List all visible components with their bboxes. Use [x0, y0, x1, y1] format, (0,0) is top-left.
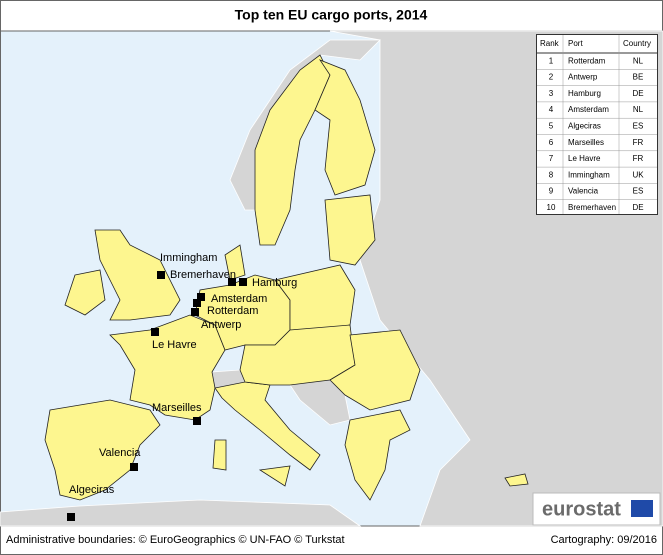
port-marker: [191, 308, 199, 316]
table-country: BE: [633, 73, 644, 82]
eu-country: [314, 59, 376, 196]
table-box: [536, 34, 658, 215]
logo-box: eurostat: [532, 492, 661, 526]
table-rank: 9: [549, 187, 554, 196]
table-header: Country: [623, 39, 651, 48]
port-marker: [197, 293, 205, 301]
table-rank: 10: [547, 203, 556, 212]
table-rank: 1: [549, 56, 554, 65]
port-marker: [193, 417, 201, 425]
table-port: Immingham: [568, 170, 610, 179]
table-header: Rank: [540, 39, 560, 48]
eu-country: [344, 409, 411, 501]
table-rank: 2: [549, 73, 554, 82]
port-label: Le Havre: [152, 339, 197, 351]
port-label: Immingham: [160, 252, 217, 264]
eu-country: [44, 399, 161, 501]
table-country: ES: [633, 121, 644, 130]
table-port: Marseilles: [568, 138, 604, 147]
table-port: Le Havre: [568, 154, 601, 163]
table-port: Antwerp: [568, 73, 598, 82]
land: [0, 30, 663, 527]
table-country: ES: [633, 187, 644, 196]
port-marker: [193, 299, 201, 307]
table-port: Rotterdam: [568, 56, 606, 65]
table-header: Port: [568, 39, 583, 48]
table-country: NL: [633, 105, 644, 114]
table-rank: 3: [549, 89, 554, 98]
logo-text: eurostat: [542, 498, 621, 520]
eu-country: [504, 473, 529, 487]
table-rank: 4: [549, 105, 554, 114]
port-label: Hamburg: [252, 277, 297, 289]
table-rank: 8: [549, 170, 554, 179]
port-label: Valencia: [99, 447, 141, 459]
table-port: Algeciras: [568, 121, 601, 130]
table-rank: 6: [549, 138, 554, 147]
port-marker: [130, 463, 138, 471]
eu-country: [109, 314, 226, 421]
table-rank: 5: [549, 121, 554, 130]
port-label: Marseilles: [152, 402, 202, 414]
table-country: DE: [632, 89, 643, 98]
eu-flag: [631, 500, 653, 517]
table-country: DE: [632, 203, 643, 212]
port-marker: [151, 328, 159, 336]
table-port: Bremerhaven: [568, 203, 616, 212]
footer-left: Administrative boundaries: © EuroGeograp…: [6, 534, 345, 546]
port-label: Amsterdam: [211, 293, 267, 305]
non-eu-land: [0, 499, 362, 527]
table-country: NL: [633, 56, 644, 65]
table-port: Hamburg: [568, 89, 601, 98]
port-label: Bremerhaven: [170, 269, 236, 281]
port-label: Antwerp: [201, 319, 241, 331]
eu-country: [212, 439, 227, 471]
eu-country: [329, 329, 421, 411]
map-title: Top ten EU cargo ports, 2014: [235, 7, 428, 23]
port-marker: [228, 278, 236, 286]
table-country: FR: [633, 154, 644, 163]
eu-country: [258, 465, 291, 487]
table-port: Valencia: [568, 187, 599, 196]
eu-country: [64, 269, 106, 316]
eu-country: [224, 244, 246, 281]
port-marker: [67, 513, 75, 521]
eu-country: [94, 229, 181, 321]
table-country: UK: [632, 170, 644, 179]
port-marker: [157, 271, 165, 279]
ports: Immingham Bremerhaven Hamburg AmsterdamRott…: [67, 252, 297, 521]
footer-right: Cartography: 09/2016: [551, 534, 657, 546]
port-label: Rotterdam: [207, 305, 258, 317]
table-rank: 7: [549, 154, 554, 163]
table-country: FR: [633, 138, 644, 147]
port-marker: [239, 278, 247, 286]
eu-country: [324, 194, 376, 266]
table-port: Amsterdam: [568, 105, 609, 114]
port-label: Algeciras: [69, 484, 115, 496]
rank-table: Rank Port Country 1 Rotterdam NL 2 Antwerp BE 3 Ha…: [536, 34, 658, 215]
